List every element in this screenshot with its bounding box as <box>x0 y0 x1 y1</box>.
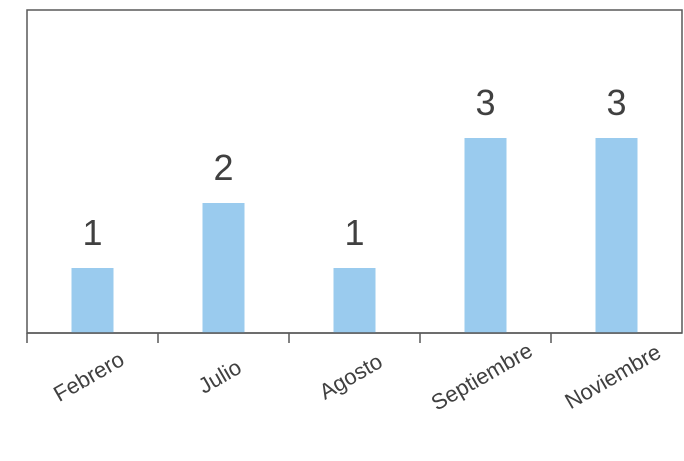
bar-agosto <box>333 268 376 333</box>
data-label-febrero: 1 <box>82 212 102 253</box>
data-label-noviembre: 3 <box>606 82 626 123</box>
x-tick-label-noviembre: Noviembre <box>560 339 665 414</box>
bar-julio <box>202 203 245 333</box>
data-label-julio: 2 <box>213 147 233 188</box>
bar-febrero <box>71 268 114 333</box>
data-label-septiembre: 3 <box>475 82 495 123</box>
x-tick-label-agosto: Agosto <box>315 349 387 405</box>
data-label-agosto: 1 <box>344 212 364 253</box>
bar-septiembre <box>464 138 507 333</box>
x-tick-label-febrero: Febrero <box>49 346 128 406</box>
bar-series <box>71 138 638 333</box>
data-labels: 1 2 1 3 3 <box>82 82 626 253</box>
x-axis-tick-labels: Febrero Julio Agosto Septiembre Noviembre <box>49 338 665 416</box>
x-axis-ticks <box>26 333 552 343</box>
bar-noviembre <box>595 138 638 333</box>
x-tick-label-julio: Julio <box>194 354 246 398</box>
x-tick-label-septiembre: Septiembre <box>427 338 537 416</box>
